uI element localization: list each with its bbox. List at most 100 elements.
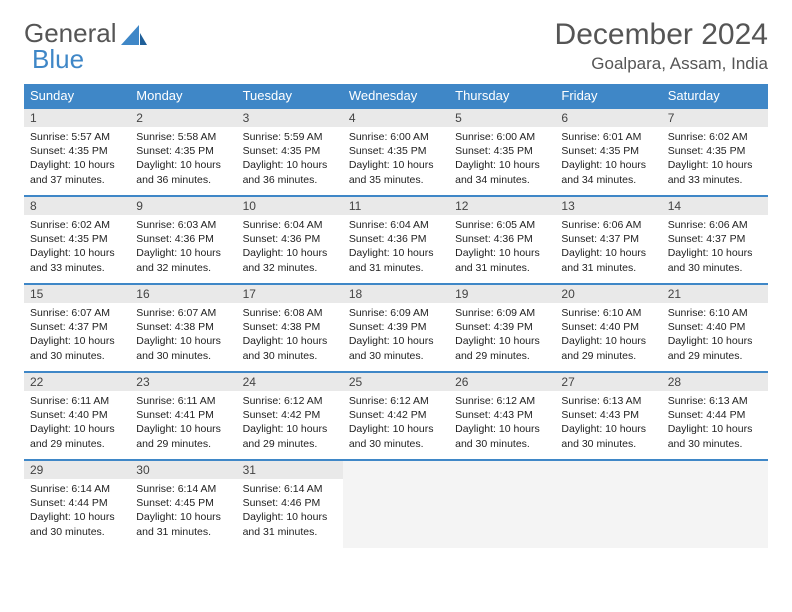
calendar-row: 22Sunrise: 6:11 AMSunset: 4:40 PMDayligh… — [24, 372, 768, 460]
day-number: 9 — [130, 197, 236, 215]
logo-word-2: Blue — [32, 44, 84, 75]
day-details: Sunrise: 6:06 AMSunset: 4:37 PMDaylight:… — [662, 215, 768, 281]
calendar-cell: 8Sunrise: 6:02 AMSunset: 4:35 PMDaylight… — [24, 196, 130, 284]
day-details: Sunrise: 6:00 AMSunset: 4:35 PMDaylight:… — [343, 127, 449, 193]
calendar-cell: 15Sunrise: 6:07 AMSunset: 4:37 PMDayligh… — [24, 284, 130, 372]
calendar-cell: 11Sunrise: 6:04 AMSunset: 4:36 PMDayligh… — [343, 196, 449, 284]
calendar-cell: 30Sunrise: 6:14 AMSunset: 4:45 PMDayligh… — [130, 460, 236, 548]
day-details: Sunrise: 5:59 AMSunset: 4:35 PMDaylight:… — [237, 127, 343, 193]
day-number: 29 — [24, 461, 130, 479]
day-number: 2 — [130, 109, 236, 127]
calendar-cell: 4Sunrise: 6:00 AMSunset: 4:35 PMDaylight… — [343, 108, 449, 196]
calendar-cell: 28Sunrise: 6:13 AMSunset: 4:44 PMDayligh… — [662, 372, 768, 460]
day-number: 26 — [449, 373, 555, 391]
calendar-cell: 10Sunrise: 6:04 AMSunset: 4:36 PMDayligh… — [237, 196, 343, 284]
day-details: Sunrise: 6:09 AMSunset: 4:39 PMDaylight:… — [449, 303, 555, 369]
day-details: Sunrise: 6:00 AMSunset: 4:35 PMDaylight:… — [449, 127, 555, 193]
calendar-cell: 31Sunrise: 6:14 AMSunset: 4:46 PMDayligh… — [237, 460, 343, 548]
day-number: 7 — [662, 109, 768, 127]
calendar-row: 1Sunrise: 5:57 AMSunset: 4:35 PMDaylight… — [24, 108, 768, 196]
day-details: Sunrise: 6:02 AMSunset: 4:35 PMDaylight:… — [662, 127, 768, 193]
day-number: 16 — [130, 285, 236, 303]
calendar-row: 15Sunrise: 6:07 AMSunset: 4:37 PMDayligh… — [24, 284, 768, 372]
calendar-cell: 24Sunrise: 6:12 AMSunset: 4:42 PMDayligh… — [237, 372, 343, 460]
day-number: 20 — [555, 285, 661, 303]
day-details: Sunrise: 5:58 AMSunset: 4:35 PMDaylight:… — [130, 127, 236, 193]
day-number: 3 — [237, 109, 343, 127]
day-number: 6 — [555, 109, 661, 127]
location: Goalpara, Assam, India — [555, 54, 768, 74]
calendar-body: 1Sunrise: 5:57 AMSunset: 4:35 PMDaylight… — [24, 108, 768, 548]
day-details: Sunrise: 6:05 AMSunset: 4:36 PMDaylight:… — [449, 215, 555, 281]
day-details: Sunrise: 6:09 AMSunset: 4:39 PMDaylight:… — [343, 303, 449, 369]
day-details: Sunrise: 6:11 AMSunset: 4:41 PMDaylight:… — [130, 391, 236, 457]
logo-sail-icon — [121, 23, 147, 45]
day-number: 23 — [130, 373, 236, 391]
day-number: 22 — [24, 373, 130, 391]
month-title: December 2024 — [555, 18, 768, 52]
weekday-header: Sunday — [24, 84, 130, 108]
calendar-cell: 17Sunrise: 6:08 AMSunset: 4:38 PMDayligh… — [237, 284, 343, 372]
day-details: Sunrise: 5:57 AMSunset: 4:35 PMDaylight:… — [24, 127, 130, 193]
calendar-cell: . — [662, 460, 768, 548]
calendar-cell: 3Sunrise: 5:59 AMSunset: 4:35 PMDaylight… — [237, 108, 343, 196]
calendar-cell: . — [343, 460, 449, 548]
day-details: Sunrise: 6:07 AMSunset: 4:38 PMDaylight:… — [130, 303, 236, 369]
day-number: 31 — [237, 461, 343, 479]
day-number: 28 — [662, 373, 768, 391]
day-number: 12 — [449, 197, 555, 215]
calendar-row: 29Sunrise: 6:14 AMSunset: 4:44 PMDayligh… — [24, 460, 768, 548]
day-number: 8 — [24, 197, 130, 215]
calendar-cell: 6Sunrise: 6:01 AMSunset: 4:35 PMDaylight… — [555, 108, 661, 196]
day-number: 27 — [555, 373, 661, 391]
calendar-cell: 23Sunrise: 6:11 AMSunset: 4:41 PMDayligh… — [130, 372, 236, 460]
calendar-cell: 12Sunrise: 6:05 AMSunset: 4:36 PMDayligh… — [449, 196, 555, 284]
day-number: 1 — [24, 109, 130, 127]
calendar-cell: 21Sunrise: 6:10 AMSunset: 4:40 PMDayligh… — [662, 284, 768, 372]
day-details: Sunrise: 6:06 AMSunset: 4:37 PMDaylight:… — [555, 215, 661, 281]
day-number: 30 — [130, 461, 236, 479]
day-details: Sunrise: 6:14 AMSunset: 4:45 PMDaylight:… — [130, 479, 236, 545]
weekday-header: Wednesday — [343, 84, 449, 108]
day-details: Sunrise: 6:13 AMSunset: 4:43 PMDaylight:… — [555, 391, 661, 457]
day-details: Sunrise: 6:12 AMSunset: 4:42 PMDaylight:… — [237, 391, 343, 457]
day-details: Sunrise: 6:01 AMSunset: 4:35 PMDaylight:… — [555, 127, 661, 193]
day-details: Sunrise: 6:10 AMSunset: 4:40 PMDaylight:… — [662, 303, 768, 369]
calendar-cell: 26Sunrise: 6:12 AMSunset: 4:43 PMDayligh… — [449, 372, 555, 460]
day-number: 21 — [662, 285, 768, 303]
header: General December 2024 Goalpara, Assam, I… — [24, 18, 768, 74]
calendar-cell: . — [449, 460, 555, 548]
calendar-cell: 20Sunrise: 6:10 AMSunset: 4:40 PMDayligh… — [555, 284, 661, 372]
day-number: 4 — [343, 109, 449, 127]
day-details: Sunrise: 6:13 AMSunset: 4:44 PMDaylight:… — [662, 391, 768, 457]
day-details: Sunrise: 6:12 AMSunset: 4:42 PMDaylight:… — [343, 391, 449, 457]
calendar-cell: 9Sunrise: 6:03 AMSunset: 4:36 PMDaylight… — [130, 196, 236, 284]
calendar-cell: 19Sunrise: 6:09 AMSunset: 4:39 PMDayligh… — [449, 284, 555, 372]
calendar-cell: . — [555, 460, 661, 548]
weekday-header-row: SundayMondayTuesdayWednesdayThursdayFrid… — [24, 84, 768, 108]
calendar-table: SundayMondayTuesdayWednesdayThursdayFrid… — [24, 84, 768, 548]
day-details: Sunrise: 6:08 AMSunset: 4:38 PMDaylight:… — [237, 303, 343, 369]
day-details: Sunrise: 6:11 AMSunset: 4:40 PMDaylight:… — [24, 391, 130, 457]
calendar-row: 8Sunrise: 6:02 AMSunset: 4:35 PMDaylight… — [24, 196, 768, 284]
day-details: Sunrise: 6:04 AMSunset: 4:36 PMDaylight:… — [343, 215, 449, 281]
day-details: Sunrise: 6:07 AMSunset: 4:37 PMDaylight:… — [24, 303, 130, 369]
day-details: Sunrise: 6:02 AMSunset: 4:35 PMDaylight:… — [24, 215, 130, 281]
calendar-cell: 13Sunrise: 6:06 AMSunset: 4:37 PMDayligh… — [555, 196, 661, 284]
day-number: 24 — [237, 373, 343, 391]
calendar-cell: 1Sunrise: 5:57 AMSunset: 4:35 PMDaylight… — [24, 108, 130, 196]
day-number: 10 — [237, 197, 343, 215]
day-number: 15 — [24, 285, 130, 303]
day-details: Sunrise: 6:12 AMSunset: 4:43 PMDaylight:… — [449, 391, 555, 457]
day-number: 25 — [343, 373, 449, 391]
weekday-header: Saturday — [662, 84, 768, 108]
day-details: Sunrise: 6:14 AMSunset: 4:44 PMDaylight:… — [24, 479, 130, 545]
calendar-cell: 14Sunrise: 6:06 AMSunset: 4:37 PMDayligh… — [662, 196, 768, 284]
day-details: Sunrise: 6:04 AMSunset: 4:36 PMDaylight:… — [237, 215, 343, 281]
weekday-header: Friday — [555, 84, 661, 108]
calendar-cell: 7Sunrise: 6:02 AMSunset: 4:35 PMDaylight… — [662, 108, 768, 196]
calendar-cell: 5Sunrise: 6:00 AMSunset: 4:35 PMDaylight… — [449, 108, 555, 196]
weekday-header: Monday — [130, 84, 236, 108]
weekday-header: Thursday — [449, 84, 555, 108]
day-details: Sunrise: 6:10 AMSunset: 4:40 PMDaylight:… — [555, 303, 661, 369]
